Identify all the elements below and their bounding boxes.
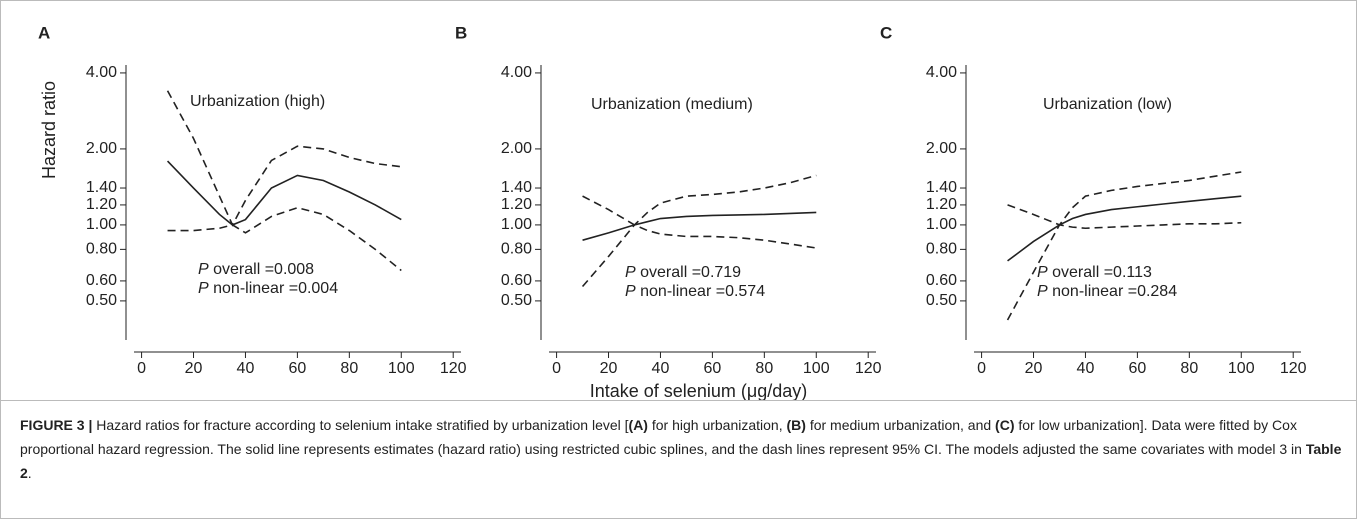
annotation-italic: P — [1037, 283, 1048, 300]
series-line — [582, 195, 817, 249]
x-tick-label: 60 — [703, 360, 721, 377]
x-axis-label: Intake of selenium (μg/day) — [590, 381, 807, 400]
y-tick-label: 2.00 — [926, 140, 957, 157]
y-tick-label: 1.20 — [926, 196, 957, 213]
annotation: P non-linear =0.284 — [1037, 283, 1177, 300]
y-tick-label: 1.00 — [926, 216, 957, 233]
y-tick-label: 4.00 — [501, 64, 532, 81]
caption-text: for low urbanization]. Data were fitted … — [20, 417, 1306, 457]
series-line — [1007, 204, 1242, 230]
y-tick-label: 1.20 — [86, 196, 117, 213]
x-tick-label: 100 — [803, 360, 830, 377]
annotation-italic: P — [198, 280, 209, 297]
caption-text: . — [27, 465, 32, 481]
annotation-italic: P — [198, 261, 209, 278]
y-tick-label: 0.80 — [501, 241, 532, 258]
y-tick-label: 1.00 — [501, 216, 532, 233]
annotation-text: non-linear =0.284 — [1048, 283, 1178, 300]
caption-text: (A) — [628, 417, 648, 433]
x-tick-label: 40 — [1077, 360, 1095, 377]
series-line — [582, 211, 817, 241]
series-line — [1006, 171, 1242, 321]
x-tick-label: 80 — [755, 360, 773, 377]
y-tick-label: 1.40 — [86, 179, 117, 196]
series-line — [581, 174, 817, 288]
y-tick-label: 0.50 — [926, 292, 957, 309]
annotation: P overall =0.113 — [1037, 264, 1152, 281]
x-tick-label: 0 — [137, 360, 146, 377]
y-tick-label: 1.40 — [501, 179, 532, 196]
x-tick-label: 80 — [1180, 360, 1198, 377]
x-tick-label: 20 — [185, 360, 203, 377]
x-tick-label: 20 — [600, 360, 618, 377]
x-tick-label: 40 — [237, 360, 255, 377]
annotation-italic: P — [1037, 264, 1048, 281]
y-tick-label: 0.80 — [926, 241, 957, 258]
annotation-italic: P — [625, 264, 636, 281]
y-tick-label: 0.50 — [86, 292, 117, 309]
panel-label: C — [880, 23, 892, 42]
y-tick-label: 0.60 — [926, 272, 957, 289]
caption-text: FIGURE 3 | — [20, 417, 93, 433]
x-tick-label: 0 — [977, 360, 986, 377]
y-tick-label: 0.50 — [501, 292, 532, 309]
y-tick-label: 1.00 — [86, 216, 117, 233]
y-tick-label: 1.40 — [926, 179, 957, 196]
x-tick-label: 120 — [855, 360, 882, 377]
series-line — [166, 160, 402, 226]
annotation-text: overall =0.719 — [636, 264, 742, 281]
panel-label: B — [455, 23, 467, 42]
caption-text: Hazard ratios for fracture according to … — [92, 417, 629, 433]
panel-title: Urbanization (medium) — [591, 96, 753, 113]
caption-text: (B) — [786, 417, 806, 433]
figure: A0.500.600.801.001.201.402.004.000 20 40 60… — [38, 23, 1307, 400]
x-tick-label: 100 — [1228, 360, 1255, 377]
series-line — [167, 206, 402, 272]
caption-text: Table 2 — [20, 441, 1342, 481]
y-tick-label: 2.00 — [501, 140, 532, 157]
series-line — [1007, 195, 1242, 262]
panel-title: Urbanization (high) — [190, 93, 325, 110]
x-tick-label: 40 — [652, 360, 670, 377]
y-tick-label: 0.60 — [501, 272, 532, 289]
x-tick-label: 0 — [552, 360, 561, 377]
y-tick-label: 4.00 — [926, 64, 957, 81]
y-tick-label: 2.00 — [86, 140, 117, 157]
annotation-italic: P — [625, 283, 636, 300]
y-axis-label: Hazard ratio — [39, 81, 59, 179]
caption: FIGURE 3 | Hazard ratios for fracture ac… — [0, 400, 1357, 519]
y-tick-label: 1.20 — [501, 196, 532, 213]
y-tick-label: 0.60 — [86, 272, 117, 289]
panel-title: Urbanization (low) — [1043, 96, 1172, 113]
x-tick-label: 20 — [1025, 360, 1043, 377]
annotation: P overall =0.719 — [625, 264, 741, 281]
annotation-text: non-linear =0.574 — [636, 283, 766, 300]
annotation-text: non-linear =0.004 — [209, 280, 339, 297]
caption-text: (C) — [995, 417, 1015, 433]
panel-label: A — [38, 23, 50, 42]
x-tick-label: 60 — [1128, 360, 1146, 377]
y-tick-label: 0.80 — [86, 241, 117, 258]
x-tick-label: 80 — [340, 360, 358, 377]
annotation: P non-linear =0.004 — [198, 280, 338, 297]
annotation: P non-linear =0.574 — [625, 283, 765, 300]
x-tick-label: 60 — [288, 360, 306, 377]
annotation-text: overall =0.008 — [209, 261, 315, 278]
annotation-text: overall =0.113 — [1048, 264, 1152, 281]
caption-text: for high urbanization, — [647, 417, 787, 433]
y-tick-label: 4.00 — [86, 64, 117, 81]
x-tick-label: 120 — [440, 360, 467, 377]
caption-text: for medium urbanization, and — [805, 417, 996, 433]
annotation: P overall =0.008 — [198, 261, 314, 278]
x-tick-label: 100 — [388, 360, 415, 377]
x-tick-label: 120 — [1280, 360, 1307, 377]
series-line — [166, 90, 402, 227]
